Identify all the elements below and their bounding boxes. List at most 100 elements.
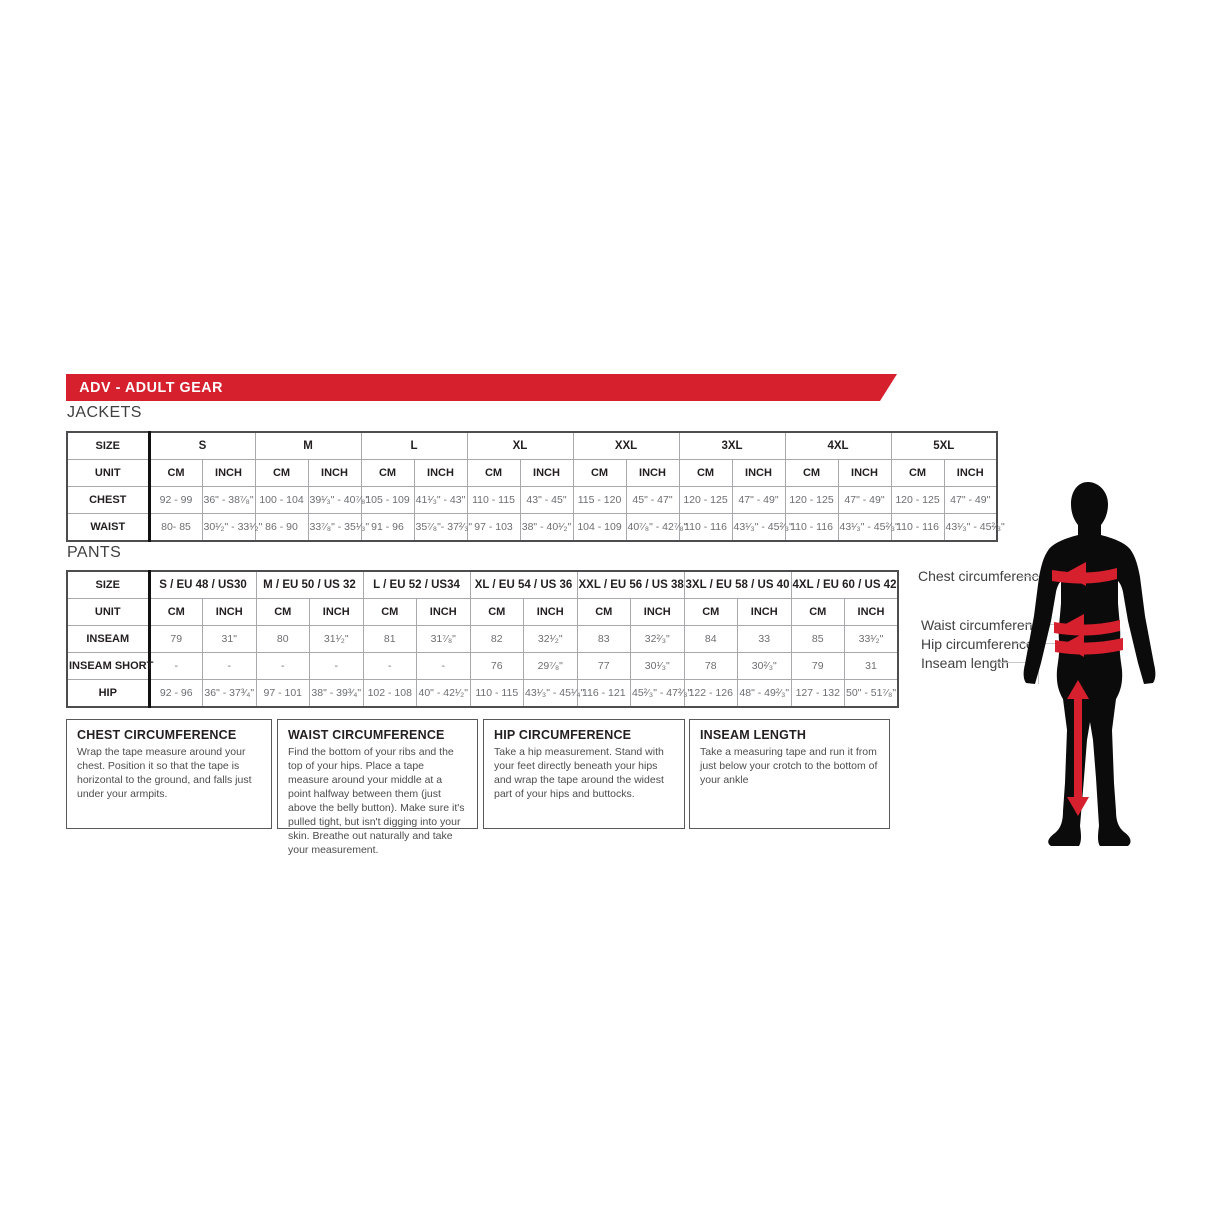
inch-value-cell: 32²⁄₃" (630, 625, 685, 653)
hip-arrow-icon (1062, 633, 1084, 657)
inch-value-cell: 36" - 37³⁄₄" (202, 679, 257, 708)
inch-unit-header: INCH (523, 598, 578, 626)
inch-value-cell: 38" - 39³⁄₄" (309, 679, 364, 708)
inch-value-cell: 35⁷⁄₈"- 37²⁄₃" (413, 513, 472, 542)
cm-value-cell: 79 (148, 625, 203, 653)
table-row: CHEST 92 - 99 36" - 38⁷⁄₈" 100 - 104 39¹⁄₃" … (66, 486, 998, 514)
cm-value-cell: 120 - 125 (784, 486, 839, 514)
inseam-leader-line (992, 662, 1038, 663)
inch-value-cell: 45²⁄₃" - 47²⁄₃" (630, 679, 691, 708)
measure-row-label: INSEAM SHORT (66, 652, 153, 680)
inch-value-cell: - (202, 652, 257, 680)
waist-instruction-title: WAIST CIRCUMFERENCE (288, 728, 445, 742)
cm-value-cell: 120 - 125 (890, 486, 945, 514)
pants-section-label: PANTS (67, 544, 122, 561)
measure-row-label: CHEST (66, 486, 151, 514)
section-banner: ADV - ADULT GEAR (66, 374, 897, 401)
inch-unit-header: INCH (737, 598, 792, 626)
cm-value-cell: 97 - 103 (466, 513, 521, 542)
size-col-header: M / EU 50 / US 32 (255, 570, 364, 599)
inch-unit-header: INCH (413, 459, 468, 487)
inch-value-cell: 43¹⁄₃" - 45²⁄₃" (837, 513, 899, 542)
inch-value-cell: 43¹⁄₃" - 45²⁄₃" (731, 513, 793, 542)
table-row: WAIST 80- 85 30¹⁄₂" - 33¹⁄₂" 86 - 90 33⁷⁄₈" … (66, 513, 1005, 542)
cm-value-cell: 79 (790, 652, 845, 680)
inseam-arrow-down-icon (1067, 797, 1089, 816)
inseam-arrow-up-icon (1067, 680, 1089, 699)
inch-value-cell: 32¹⁄₂" (523, 625, 578, 653)
unit-row-label: UNIT (66, 598, 151, 626)
hip-circumference-label: Hip circumference (921, 636, 1034, 652)
waist-instruction-body: Find the bottom of your ribs and the top… (288, 746, 465, 856)
hip-instruction-title: HIP CIRCUMFERENCE (494, 728, 632, 742)
hip-instruction-body: Take a hip measurement. Stand with your … (494, 746, 664, 800)
inch-unit-header: INCH (416, 598, 471, 626)
chest-instruction-title: CHEST CIRCUMFERENCE (77, 728, 237, 742)
inch-value-cell: 43¹⁄₃" - 45²⁄₃" (943, 513, 1005, 542)
measure-row-label: WAIST (66, 513, 151, 542)
cm-unit-header: CM (466, 459, 521, 487)
waist-arrow-icon (1062, 614, 1084, 638)
cm-value-cell: - (148, 652, 203, 680)
size-col-header: L (360, 431, 468, 460)
cm-unit-header: CM (469, 598, 524, 626)
size-col-header: 5XL (890, 431, 998, 460)
cm-value-cell: 110 - 116 (784, 513, 839, 542)
inch-value-cell: 40⁷⁄₈" - 42⁷⁄₈" (625, 513, 687, 542)
banner-title: ADV - ADULT GEAR (79, 379, 224, 396)
inch-value-cell: 29⁷⁄₈" (523, 652, 578, 680)
cm-value-cell: 80- 85 (148, 513, 203, 542)
unit-row-label: UNIT (66, 459, 151, 487)
inseam-instruction-body: Take a measuring tape and run it from ju… (700, 746, 878, 786)
inch-unit-header: INCH (625, 459, 680, 487)
chest-instruction-box: CHEST CIRCUMFERENCE Wrap the tape measur… (66, 719, 272, 829)
inch-unit-header: INCH (630, 598, 685, 626)
measure-row-label: INSEAM (66, 625, 151, 653)
cm-value-cell: 120 - 125 (678, 486, 733, 514)
body-measurement-figure (1023, 482, 1156, 846)
hip-instruction-box: HIP CIRCUMFERENCE Take a hip measurement… (483, 719, 685, 829)
inch-value-cell: 38" - 40¹⁄₂" (519, 513, 574, 542)
size-col-header: S (148, 431, 256, 460)
inch-value-cell: 33⁷⁄₈" - 35¹⁄₃" (307, 513, 369, 542)
jackets-section-label: JACKETS (67, 404, 142, 421)
cm-value-cell: - (255, 652, 310, 680)
waist-band (1054, 620, 1120, 636)
cm-value-cell: 110 - 116 (890, 513, 945, 542)
cm-value-cell: 91 - 96 (360, 513, 415, 542)
cm-value-cell: 110 - 115 (466, 486, 521, 514)
cm-value-cell: 116 - 121 (576, 679, 631, 708)
inch-value-cell: - (309, 652, 364, 680)
cm-value-cell: 122 - 126 (683, 679, 738, 708)
inseam-instruction-box: INSEAM LENGTH Take a measuring tape and … (689, 719, 890, 829)
cm-value-cell: 81 (362, 625, 417, 653)
table-row: INSEAM 79 31" 80 31¹⁄₂" 81 31⁷⁄₈" 82 32¹⁄₂" 83 32²… (66, 625, 899, 653)
inch-unit-header: INCH (837, 459, 892, 487)
cm-unit-header: CM (683, 598, 738, 626)
body-silhouette-icon (1023, 482, 1156, 846)
inch-value-cell: 30¹⁄₂" - 33¹⁄₂" (201, 513, 262, 542)
inch-value-cell: 47" - 49" (731, 486, 786, 514)
size-col-header: M (254, 431, 362, 460)
inch-value-cell: 43" - 45" (519, 486, 574, 514)
inseam-leader-line-vertical (1038, 662, 1039, 684)
cm-value-cell: 78 (683, 652, 738, 680)
pants-size-table: SIZE S / EU 48 / US30 M / EU 50 / US 32 L /… (66, 570, 899, 708)
cm-value-cell: 100 - 104 (254, 486, 309, 514)
inch-value-cell: 36" - 38⁷⁄₈" (201, 486, 256, 514)
jackets-size-table: SIZE S M L XL XXL 3XL 4XL 5XL UNIT CM INCH CM INCH CM I… (66, 431, 1005, 542)
cm-value-cell: 115 - 120 (572, 486, 627, 514)
inch-unit-header: INCH (943, 459, 998, 487)
cm-value-cell: 105 - 109 (360, 486, 415, 514)
inch-value-cell: 33 (737, 625, 792, 653)
inseam-length-label: Inseam length (921, 655, 1009, 671)
inch-value-cell: 50" - 51⁷⁄₈" (844, 679, 899, 708)
inch-value-cell: 33¹⁄₂" (844, 625, 899, 653)
cm-unit-header: CM (148, 598, 203, 626)
cm-unit-header: CM (362, 598, 417, 626)
size-col-header: XXL / EU 56 / US 38 (576, 570, 685, 599)
pants-table: SIZE S / EU 48 / US30 M / EU 50 / US 32 L /… (66, 570, 899, 708)
inch-unit-header: INCH (307, 459, 362, 487)
cm-value-cell: 76 (469, 652, 524, 680)
